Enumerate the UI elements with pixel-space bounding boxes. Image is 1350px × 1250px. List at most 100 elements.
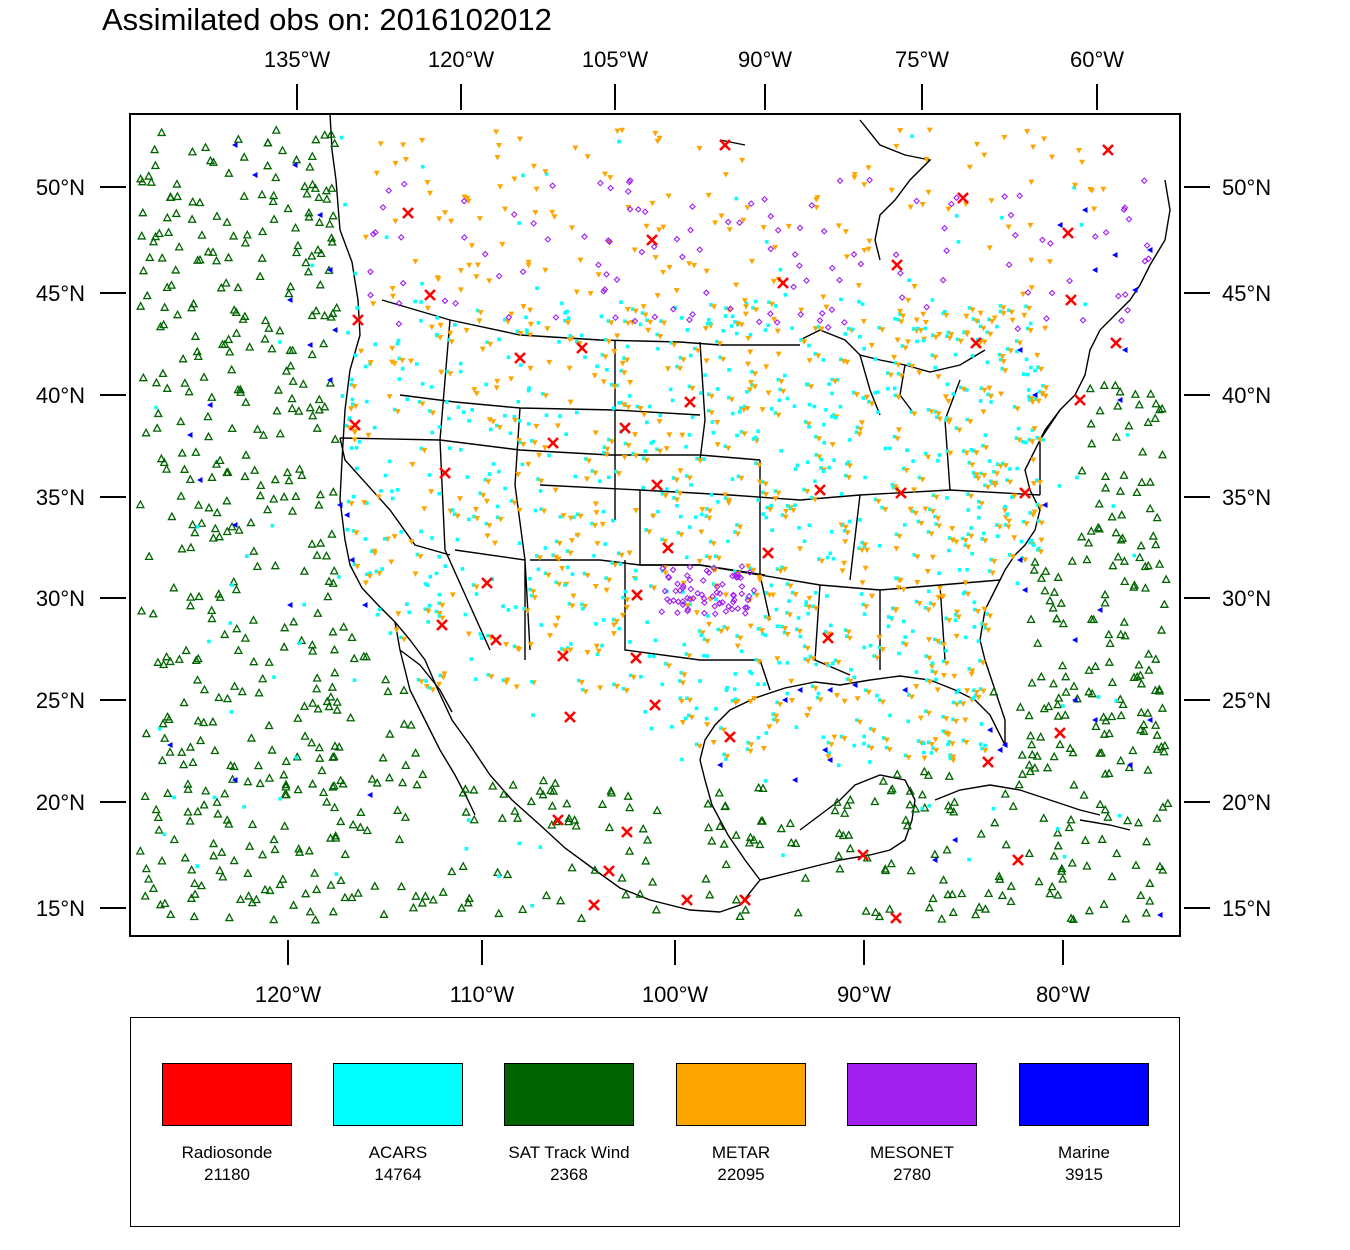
metar-marker [574, 532, 581, 539]
acars-marker [890, 606, 895, 611]
mesonet-marker [385, 187, 393, 195]
sat-track-wind-marker [320, 130, 330, 139]
acars-marker [602, 445, 607, 450]
acars-marker [719, 726, 723, 730]
mesonet-marker [729, 598, 737, 606]
sat-track-wind-marker [1107, 871, 1117, 881]
metar-marker [392, 218, 399, 225]
acars-marker [1036, 548, 1040, 552]
sat-track-wind-marker [221, 278, 231, 287]
sat-track-wind-marker [185, 600, 196, 610]
acars-marker [924, 678, 929, 682]
sat-track-wind-marker [731, 830, 741, 839]
sat-track-wind-marker [194, 591, 204, 601]
acars-marker [690, 415, 695, 420]
acars-marker [695, 456, 699, 461]
metar-marker [457, 287, 464, 293]
sat-track-wind-marker [1138, 446, 1148, 456]
metar-marker [911, 411, 918, 417]
acars-marker [568, 334, 573, 338]
mesonet-marker [836, 276, 843, 284]
acars-marker [702, 653, 706, 658]
acars-marker [606, 319, 611, 323]
sat-track-wind-marker [844, 830, 854, 839]
acars-marker [769, 583, 774, 588]
acars-marker [979, 386, 984, 391]
metar-marker [734, 321, 741, 327]
acars-marker [803, 420, 808, 424]
legend-label: ACARS [368, 1143, 428, 1162]
acars-marker [649, 584, 653, 588]
sat-track-wind-marker [284, 288, 294, 298]
acars-marker [631, 451, 635, 456]
metar-marker [425, 608, 432, 615]
sat-track-wind-marker [157, 253, 167, 262]
acars-marker [395, 487, 400, 492]
acars-marker [961, 449, 966, 453]
sat-track-wind-marker [1132, 487, 1142, 497]
acars-marker [916, 326, 920, 331]
acars-marker [989, 479, 993, 484]
sat-track-wind-marker [203, 411, 213, 421]
sat-track-wind-marker [227, 423, 237, 433]
acars-marker [460, 567, 465, 571]
metar-marker [917, 328, 924, 334]
sat-track-wind-marker [241, 450, 251, 459]
acars-marker [388, 631, 393, 635]
sat-track-wind-marker [281, 789, 291, 799]
acars-marker [761, 490, 765, 495]
metar-marker [973, 450, 980, 456]
sat-track-wind-marker [548, 786, 559, 795]
sat-track-wind-marker [281, 781, 291, 791]
acars-marker [948, 756, 953, 761]
acars-marker [914, 670, 919, 674]
acars-marker [352, 562, 357, 567]
sat-track-wind-marker [513, 813, 523, 822]
sat-track-wind-marker [1154, 559, 1165, 568]
acars-marker [623, 403, 628, 408]
sat-track-wind-marker [994, 871, 1004, 880]
acars-marker [590, 469, 595, 473]
metar-marker [684, 603, 691, 609]
metar-marker [785, 223, 792, 230]
metar-marker [393, 627, 400, 633]
acars-marker [794, 725, 799, 730]
acars-marker [861, 602, 865, 607]
metar-marker [934, 638, 941, 645]
sat-track-wind-marker [187, 865, 197, 874]
metar-marker [573, 289, 580, 296]
acars-marker [923, 606, 928, 610]
sat-track-wind-marker [141, 427, 151, 437]
metar-marker [595, 272, 602, 278]
sat-track-wind-marker [332, 705, 342, 714]
acars-marker [420, 281, 424, 286]
sat-track-wind-marker [300, 181, 310, 191]
sat-track-wind-marker [326, 692, 336, 701]
acars-marker [453, 323, 457, 327]
metar-marker [604, 446, 611, 453]
acars-marker [1096, 695, 1101, 699]
top-lon-label: 120°W [428, 47, 495, 72]
sat-track-wind-marker [231, 328, 242, 337]
mesonet-marker [581, 233, 588, 241]
acars-marker [780, 624, 784, 629]
sat-track-wind-marker [169, 582, 179, 592]
acars-marker [964, 388, 969, 392]
metar-marker [656, 448, 663, 455]
acars-marker [484, 382, 488, 387]
acars-marker [686, 713, 691, 718]
acars-marker [452, 512, 457, 516]
metar-marker [756, 659, 763, 665]
metar-marker [424, 305, 431, 312]
marine-marker [344, 512, 350, 518]
metar-marker [1030, 457, 1037, 463]
metar-marker [421, 447, 428, 454]
sat-track-wind-marker [535, 786, 545, 795]
acars-marker [944, 416, 949, 420]
sat-track-wind-marker [233, 645, 244, 654]
acars-marker [893, 361, 898, 365]
sat-track-wind-marker [428, 895, 438, 904]
sat-track-wind-marker [159, 659, 169, 669]
sat-track-wind-marker [267, 745, 277, 754]
acars-marker [580, 687, 585, 692]
